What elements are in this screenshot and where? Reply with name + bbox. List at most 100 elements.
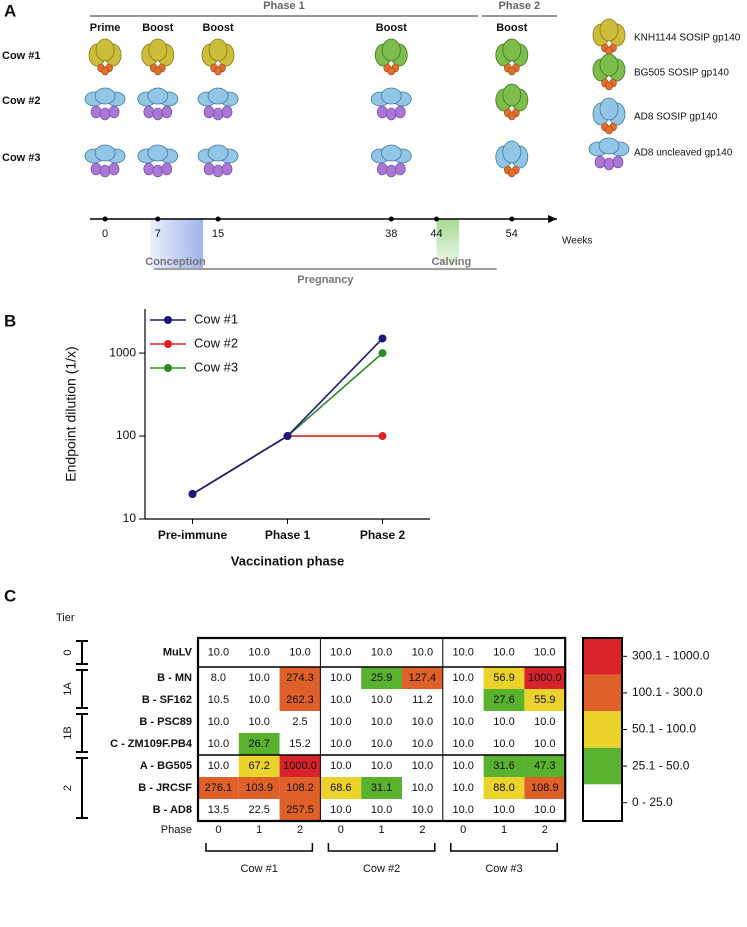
cell-value: 10.0 [330,694,351,706]
cell-value: 10.0 [371,646,392,658]
cell-value: 68.6 [330,782,351,794]
legend-marker [164,340,172,348]
data-point [378,334,387,343]
cell-value: 22.5 [248,804,269,816]
phase-label: 1 [379,824,385,836]
icon-stem [90,105,102,119]
table-border [196,636,567,823]
phase-label: 0 [215,824,221,836]
heat-cell [238,667,280,689]
immunogen-icon [137,144,179,178]
cell-value: 10.0 [289,646,310,658]
cell-value: 10.0 [452,672,473,684]
scale-border [582,637,623,822]
cell-value: 10.0 [248,646,269,658]
timeline-tick [509,216,515,222]
cell-value: 10.0 [330,738,351,750]
heat-cell [524,711,566,733]
icon-lobe [502,140,522,164]
cell-value: 10.0 [412,646,433,658]
timeline-tick-label: 54 [506,228,518,240]
tier-label: 0 [62,649,74,655]
heat-cell [483,638,525,667]
cell-value: 15.2 [289,738,310,750]
icon-stem [108,162,120,176]
heat-cell [279,689,321,711]
column-header: Boost [142,22,174,34]
row-label: B - AD8 [153,804,192,816]
cell-value: 10.0 [248,672,269,684]
x-axis-label: Vaccination phase [231,553,344,568]
phase-label: 1 [501,824,507,836]
heat-cell [198,667,239,689]
icon-stem [161,162,173,176]
heat-cell [442,777,484,799]
cell-value: 10.0 [534,646,555,658]
row-label: B - MN [157,672,192,684]
icon-lobe [502,83,522,107]
icon-stem [221,162,233,176]
cell-value: 10.0 [371,694,392,706]
heat-cell [483,667,525,689]
series-line [192,435,383,495]
cell-value: 10.0 [208,716,229,728]
cell-value: 10.0 [208,646,229,658]
icon-lobe [147,144,169,162]
timeline-tick-label: 38 [385,228,397,240]
heat-cell [279,711,321,733]
icon-stem [99,107,111,121]
period-label: Pregnancy [297,274,354,286]
heat-cell [361,799,402,821]
icon-stem [612,155,624,169]
heat-cell [320,777,362,799]
scale-swatch [583,711,622,748]
heat-cell [238,711,280,733]
cow-label: Cow #2 [363,863,400,875]
panel-label: A [4,1,16,20]
heat-cell [402,733,443,755]
cow-label: Cow #3 [485,863,522,875]
icon-stem [99,164,111,178]
heat-cell [483,689,525,711]
legend-marker [164,316,172,324]
heat-cell [442,667,484,689]
row-label: Cow #2 [2,95,41,107]
cell-value: 10.0 [452,716,473,728]
x-tick-label: Phase 1 [265,528,311,542]
x-tick-label: Phase 2 [360,528,406,542]
timeline-tick [215,216,221,222]
cell-value: 13.5 [208,804,229,816]
icon-stem [508,168,516,178]
cell-value: 1000.0 [528,672,562,684]
scale-swatch [583,638,622,675]
immunogen-icon [84,87,126,121]
immunogen-icon [84,144,126,178]
heat-cell [524,638,566,667]
heat-cell [524,667,566,689]
cell-value: 10.0 [330,804,351,816]
phase-label: 2 [542,824,548,836]
heat-cell [238,755,280,777]
cell-value: 2.5 [292,716,307,728]
immunogen-icon [201,38,235,76]
icon-lobe [599,97,619,121]
heat-cell [279,667,321,689]
heat-cell [320,733,362,755]
row-label: MuLV [163,646,193,658]
icon-lobe [95,38,115,62]
heat-cell [198,689,239,711]
icon-lobe [207,87,229,105]
timeline-arrow [548,215,557,223]
cell-value: 31.1 [371,782,392,794]
cell-value: 10.0 [412,782,433,794]
heat-cell [198,711,239,733]
icon-stem [143,162,155,176]
row-label: Cow #3 [2,152,41,164]
heat-cell [320,799,362,821]
scale-label: 100.1 - 300.0 [632,685,703,699]
icon-stem [394,162,406,176]
heat-cell [442,755,484,777]
heat-cell [198,777,239,799]
timeline-tick-label: 15 [212,228,224,240]
